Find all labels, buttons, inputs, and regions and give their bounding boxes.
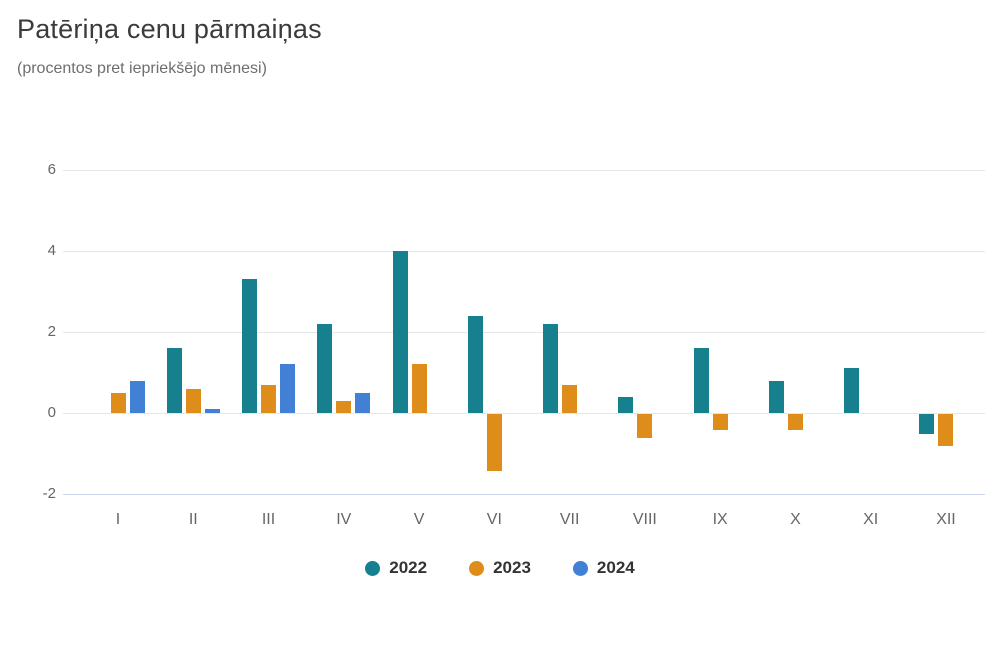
y-axis-tick-label: 0 [47, 404, 56, 421]
y-axis-tick-label: 6 [47, 161, 56, 178]
gridline-y2 [63, 331, 985, 333]
bar-2023-VI[interactable] [486, 414, 502, 471]
y-axis-tick-label: 2 [47, 323, 56, 340]
bar-2024-II[interactable] [204, 408, 220, 413]
legend-label: 2022 [389, 558, 428, 577]
bar-2024-III[interactable] [280, 364, 296, 413]
x-axis-month-label: IX [712, 511, 728, 528]
bar-2023-II[interactable] [185, 388, 201, 413]
bar-2023-X[interactable] [787, 414, 803, 431]
bar-2022-VII[interactable] [543, 323, 559, 413]
gridline-y0 [63, 412, 985, 414]
bar-2023-III[interactable] [261, 384, 277, 413]
x-axis-month-label: VI [486, 511, 502, 528]
bar-2022-VIII[interactable] [618, 396, 634, 413]
legend-marker-icon [365, 560, 381, 576]
chart-legend: 2022 2023 2024 [0, 558, 1000, 578]
legend-marker-icon [572, 560, 588, 576]
x-axis-month-label: XII [936, 511, 956, 528]
bar-2023-I[interactable] [110, 392, 126, 413]
x-axis-month-label: I [115, 511, 121, 528]
bar-2024-IV[interactable] [355, 392, 371, 413]
gridline-y-2 [63, 493, 985, 495]
page-title: Patēriņa cenu pārmaiņas [17, 14, 322, 44]
legend-label: 2023 [493, 558, 531, 577]
legend-item-2022[interactable]: 2022 [365, 558, 427, 578]
bar-2022-III[interactable] [242, 279, 258, 413]
x-axis-month-label: V [413, 511, 425, 528]
bar-2022-X[interactable] [768, 380, 784, 413]
x-axis-month-label: III [261, 511, 276, 528]
gridline-y4 [63, 250, 985, 252]
bar-2022-XII[interactable] [919, 414, 935, 435]
legend-item-2024[interactable]: 2024 [572, 558, 635, 578]
x-axis-month-label: VIII [632, 511, 657, 528]
x-axis-month-label: XI [863, 511, 879, 528]
bar-2023-VII[interactable] [562, 384, 578, 413]
x-axis-month-label: IV [336, 511, 352, 528]
y-axis-tick-label: -2 [42, 485, 56, 502]
bar-2023-IX[interactable] [712, 414, 728, 431]
bar-2022-IV[interactable] [317, 323, 333, 413]
legend-label: 2024 [596, 558, 635, 577]
x-axis-month-label: X [790, 511, 801, 528]
bar-2024-I[interactable] [129, 380, 145, 413]
bar-2023-IV[interactable] [336, 400, 352, 413]
bar-2022-II[interactable] [166, 348, 182, 413]
y-axis-tick-label: 4 [47, 242, 56, 259]
bar-2022-IX[interactable] [693, 348, 709, 413]
legend-item-2023[interactable]: 2023 [469, 558, 531, 578]
gridline-y6 [63, 169, 985, 171]
bar-2023-VIII[interactable] [637, 414, 653, 439]
chart-subtitle: (procentos pret iepriekšējo mēnesi) [17, 60, 267, 77]
legend-marker-icon [469, 560, 485, 576]
x-axis-month-label: II [188, 511, 198, 528]
bar-2023-V[interactable] [411, 364, 427, 413]
x-axis-month-label: VII [559, 511, 580, 528]
bar-2023-XII[interactable] [938, 414, 954, 447]
bar-2022-VI[interactable] [467, 315, 483, 413]
bar-2022-XI[interactable] [844, 368, 860, 413]
bar-2022-V[interactable] [392, 251, 408, 413]
